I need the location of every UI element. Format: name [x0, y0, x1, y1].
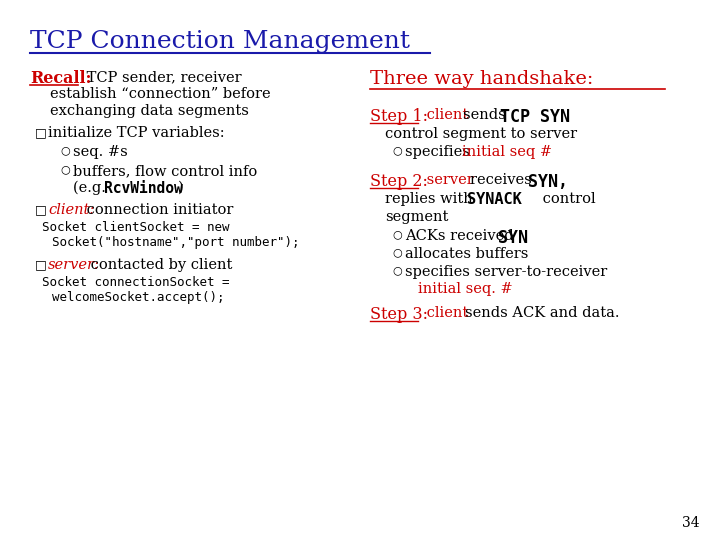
Text: Socket connectionSocket =: Socket connectionSocket =: [42, 276, 230, 289]
Text: buffers, flow control info: buffers, flow control info: [73, 164, 257, 178]
Text: receives: receives: [470, 173, 536, 187]
Text: TCP SYN: TCP SYN: [500, 108, 570, 126]
Text: □: □: [35, 126, 47, 139]
Text: welcomeSocket.accept();: welcomeSocket.accept();: [52, 291, 225, 304]
Text: ACKs received: ACKs received: [405, 229, 518, 243]
Text: ○: ○: [392, 145, 402, 155]
Text: □: □: [35, 258, 47, 271]
Text: SYN: SYN: [498, 229, 528, 247]
Text: ○: ○: [392, 265, 402, 275]
Text: TCP sender, receiver: TCP sender, receiver: [82, 70, 242, 84]
Text: sends ACK and data.: sends ACK and data.: [465, 306, 619, 320]
Text: client:: client:: [48, 203, 94, 217]
Text: ○: ○: [392, 229, 402, 239]
Text: (e.g.: (e.g.: [73, 181, 110, 195]
Text: ): ): [178, 181, 184, 195]
Text: exchanging data segments: exchanging data segments: [50, 104, 249, 118]
Text: RcvWindow: RcvWindow: [104, 181, 183, 196]
Text: control segment to server: control segment to server: [385, 127, 577, 141]
Text: connection initiator: connection initiator: [82, 203, 233, 217]
Text: Step 1:: Step 1:: [370, 108, 428, 125]
Text: Step 3:: Step 3:: [370, 306, 428, 323]
Text: contacted by client: contacted by client: [86, 258, 233, 272]
Text: Socket("hostname","port number");: Socket("hostname","port number");: [52, 236, 300, 249]
Text: Recall:: Recall:: [30, 70, 91, 87]
Text: server:: server:: [48, 258, 100, 272]
Text: Three way handshake:: Three way handshake:: [370, 70, 593, 88]
Text: specifies: specifies: [405, 145, 474, 159]
Text: ○: ○: [60, 145, 70, 155]
Text: client: client: [422, 306, 473, 320]
Text: segment: segment: [385, 210, 449, 224]
Text: initial seq #: initial seq #: [462, 145, 552, 159]
Text: □: □: [35, 203, 47, 216]
Text: SYNACK: SYNACK: [467, 192, 522, 207]
Text: ○: ○: [392, 247, 402, 257]
Text: control: control: [538, 192, 595, 206]
Text: 34: 34: [683, 516, 700, 530]
Text: client: client: [422, 108, 473, 122]
Text: sends: sends: [463, 108, 510, 122]
Text: initialize TCP variables:: initialize TCP variables:: [48, 126, 225, 140]
Text: server: server: [422, 173, 478, 187]
Text: allocates buffers: allocates buffers: [405, 247, 528, 261]
Text: establish “connection” before: establish “connection” before: [50, 87, 271, 101]
Text: seq. #s: seq. #s: [73, 145, 127, 159]
Text: initial seq. #: initial seq. #: [418, 282, 513, 296]
Text: SYN,: SYN,: [528, 173, 568, 191]
Text: Step 2:: Step 2:: [370, 173, 428, 190]
Text: specifies server-to-receiver: specifies server-to-receiver: [405, 265, 607, 279]
Text: replies with: replies with: [385, 192, 477, 206]
Text: Socket clientSocket = new: Socket clientSocket = new: [42, 221, 230, 234]
Text: TCP Connection Management: TCP Connection Management: [30, 30, 410, 53]
Text: ○: ○: [60, 164, 70, 174]
